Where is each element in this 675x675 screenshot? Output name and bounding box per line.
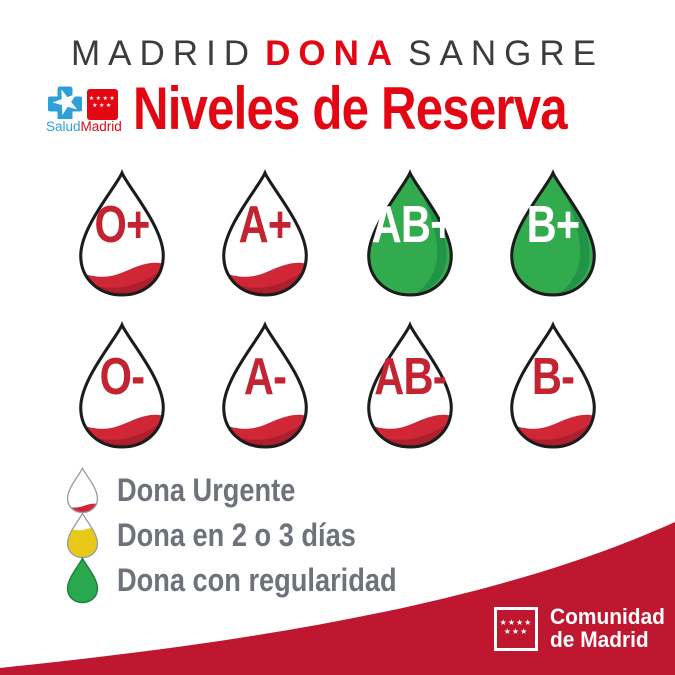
blood-drop-ab-plus: AB+	[362, 168, 458, 300]
legend-label: Dona Urgente	[117, 472, 296, 508]
madrid-flag-icon: ★★★★ ★★★	[87, 89, 118, 120]
blood-drop-a-plus: A+	[217, 168, 313, 300]
salud-madrid-logo: ★★★★ ★★★ SaludMadrid	[46, 84, 138, 136]
blood-type-label: O+	[94, 196, 150, 254]
drop-low-red-icon	[66, 467, 99, 514]
drop-low-red-icon	[367, 323, 453, 449]
drop-low-red-icon	[79, 171, 165, 297]
legend-item-2-3-dias: Dona en 2 o 3 días	[64, 512, 484, 559]
blood-type-label: A-	[243, 348, 287, 406]
drop-full-green-icon	[367, 171, 453, 297]
salud-caption-madrid: Madrid	[80, 119, 122, 134]
comunidad-de-madrid-logo: ★★★★ ★★★ Comunidad de Madrid	[494, 604, 674, 656]
blood-type-label: B-	[531, 348, 575, 406]
org-name-line1: Comunidad	[550, 604, 665, 629]
drop-medium-yellow-icon	[66, 512, 99, 559]
legend-item-regularidad: Dona con regularidad	[64, 557, 484, 604]
blood-drop-a-minus: A-	[217, 320, 313, 452]
blood-drop-o-plus: O+	[74, 168, 170, 300]
drop-low-red-icon	[222, 323, 308, 449]
salud-madrid-cross-icon	[48, 85, 82, 119]
campaign-title-dona: DONA	[265, 34, 401, 73]
blood-type-label: B+	[526, 196, 581, 254]
drop-low-red-icon	[510, 323, 596, 449]
blood-drop-b-plus: B+	[505, 168, 601, 300]
org-name-line2: de Madrid	[550, 627, 649, 652]
salud-madrid-caption: SaludMadrid	[46, 119, 122, 134]
campaign-title-sangre: SANGRE	[408, 34, 604, 73]
page-title: Niveles de Reserva	[133, 75, 568, 142]
legend-label: Dona en 2 o 3 días	[117, 517, 356, 553]
salud-caption-salud: Salud	[46, 119, 81, 134]
drop-full-green-icon	[66, 557, 99, 604]
flag-stars: ★★★★	[88, 96, 117, 102]
blood-drop-o-minus: O-	[74, 320, 170, 452]
flag-stars: ★★★	[92, 103, 113, 109]
blood-drop-ab-minus: AB-	[362, 320, 458, 452]
legend-label: Dona con regularidad	[117, 562, 397, 598]
drop-low-red-icon	[79, 323, 165, 449]
flag-stars: ★★★	[503, 627, 529, 636]
blood-type-label: AB+	[371, 196, 455, 254]
campaign-title: MADRID DONA SANGRE	[0, 34, 675, 74]
drop-full-green-icon	[510, 171, 596, 297]
blood-type-label: AB-	[374, 348, 446, 406]
flag-stars: ★★★★	[499, 618, 533, 627]
org-name: Comunidad de Madrid	[550, 605, 665, 651]
legend-item-urgente: Dona Urgente	[64, 467, 484, 514]
blood-type-label: O-	[99, 348, 145, 406]
campaign-title-madrid: MADRID	[71, 34, 258, 73]
drop-low-red-icon	[222, 171, 308, 297]
madrid-flag-icon: ★★★★ ★★★	[494, 607, 538, 651]
blood-type-label: A+	[238, 196, 293, 254]
blood-drop-b-minus: B-	[505, 320, 601, 452]
